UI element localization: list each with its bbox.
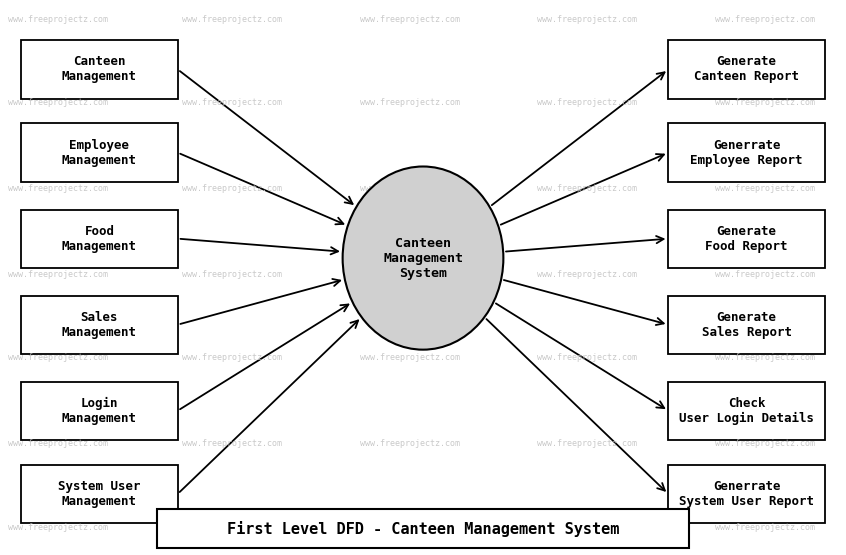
Text: www.freeprojectz.com: www.freeprojectz.com	[715, 354, 815, 362]
Text: www.freeprojectz.com: www.freeprojectz.com	[537, 270, 637, 279]
Text: www.freeprojectz.com: www.freeprojectz.com	[360, 184, 459, 193]
FancyBboxPatch shape	[21, 295, 178, 354]
Text: www.freeprojectz.com: www.freeprojectz.com	[8, 98, 108, 107]
Text: www.freeprojectz.com: www.freeprojectz.com	[360, 270, 459, 279]
Text: Generrate
Employee Report: Generrate Employee Report	[690, 139, 803, 166]
Text: www.freeprojectz.com: www.freeprojectz.com	[715, 270, 815, 279]
FancyBboxPatch shape	[21, 210, 178, 268]
Text: www.freeprojectz.com: www.freeprojectz.com	[715, 15, 815, 24]
Text: www.freeprojectz.com: www.freeprojectz.com	[360, 15, 459, 24]
Text: Canteen
Management
System: Canteen Management System	[383, 236, 463, 280]
Text: www.freeprojectz.com: www.freeprojectz.com	[537, 15, 637, 24]
Text: First Level DFD - Canteen Management System: First Level DFD - Canteen Management Sys…	[227, 521, 619, 537]
Text: www.freeprojectz.com: www.freeprojectz.com	[182, 270, 282, 279]
Text: www.freeprojectz.com: www.freeprojectz.com	[360, 523, 459, 532]
FancyBboxPatch shape	[668, 465, 825, 523]
Text: www.freeprojectz.com: www.freeprojectz.com	[360, 354, 459, 362]
Text: Login
Management: Login Management	[62, 397, 137, 425]
Ellipse shape	[343, 166, 503, 350]
Text: System User
Management: System User Management	[58, 480, 140, 508]
FancyBboxPatch shape	[21, 124, 178, 182]
Text: Generate
Canteen Report: Generate Canteen Report	[694, 56, 799, 83]
Text: www.freeprojectz.com: www.freeprojectz.com	[360, 98, 459, 107]
Text: www.freeprojectz.com: www.freeprojectz.com	[182, 98, 282, 107]
Text: www.freeprojectz.com: www.freeprojectz.com	[182, 523, 282, 532]
Text: www.freeprojectz.com: www.freeprojectz.com	[537, 440, 637, 448]
Text: Generate
Food Report: Generate Food Report	[706, 225, 788, 253]
Text: Food
Management: Food Management	[62, 225, 137, 253]
FancyBboxPatch shape	[668, 210, 825, 268]
FancyBboxPatch shape	[21, 382, 178, 440]
FancyBboxPatch shape	[21, 40, 178, 99]
Text: Check
User Login Details: Check User Login Details	[679, 397, 814, 425]
Text: Canteen
Management: Canteen Management	[62, 56, 137, 83]
Text: www.freeprojectz.com: www.freeprojectz.com	[537, 354, 637, 362]
Text: www.freeprojectz.com: www.freeprojectz.com	[8, 15, 108, 24]
Text: www.freeprojectz.com: www.freeprojectz.com	[8, 440, 108, 448]
Text: www.freeprojectz.com: www.freeprojectz.com	[8, 184, 108, 193]
Text: www.freeprojectz.com: www.freeprojectz.com	[715, 440, 815, 448]
Text: www.freeprojectz.com: www.freeprojectz.com	[8, 354, 108, 362]
Text: Employee
Management: Employee Management	[62, 139, 137, 166]
Text: www.freeprojectz.com: www.freeprojectz.com	[537, 184, 637, 193]
Text: www.freeprojectz.com: www.freeprojectz.com	[182, 354, 282, 362]
FancyBboxPatch shape	[668, 295, 825, 354]
FancyBboxPatch shape	[21, 465, 178, 523]
Text: www.freeprojectz.com: www.freeprojectz.com	[537, 98, 637, 107]
Text: www.freeprojectz.com: www.freeprojectz.com	[8, 523, 108, 532]
FancyBboxPatch shape	[157, 509, 689, 548]
Text: www.freeprojectz.com: www.freeprojectz.com	[537, 523, 637, 532]
Text: Generate
Sales Report: Generate Sales Report	[701, 311, 792, 339]
Text: www.freeprojectz.com: www.freeprojectz.com	[715, 184, 815, 193]
FancyBboxPatch shape	[668, 40, 825, 99]
Text: Generrate
System User Report: Generrate System User Report	[679, 480, 814, 508]
Text: Sales
Management: Sales Management	[62, 311, 137, 339]
Text: www.freeprojectz.com: www.freeprojectz.com	[182, 440, 282, 448]
FancyBboxPatch shape	[668, 124, 825, 182]
Text: www.freeprojectz.com: www.freeprojectz.com	[360, 440, 459, 448]
Text: www.freeprojectz.com: www.freeprojectz.com	[8, 270, 108, 279]
Text: www.freeprojectz.com: www.freeprojectz.com	[715, 523, 815, 532]
Text: www.freeprojectz.com: www.freeprojectz.com	[182, 184, 282, 193]
Text: www.freeprojectz.com: www.freeprojectz.com	[182, 15, 282, 24]
FancyBboxPatch shape	[668, 382, 825, 440]
Text: www.freeprojectz.com: www.freeprojectz.com	[715, 98, 815, 107]
